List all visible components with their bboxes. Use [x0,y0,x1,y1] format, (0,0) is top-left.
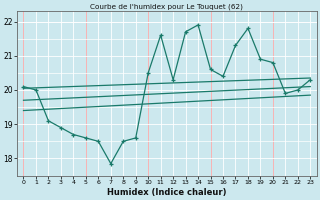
Title: Courbe de l'humidex pour Le Touquet (62): Courbe de l'humidex pour Le Touquet (62) [91,3,243,10]
X-axis label: Humidex (Indice chaleur): Humidex (Indice chaleur) [107,188,227,197]
